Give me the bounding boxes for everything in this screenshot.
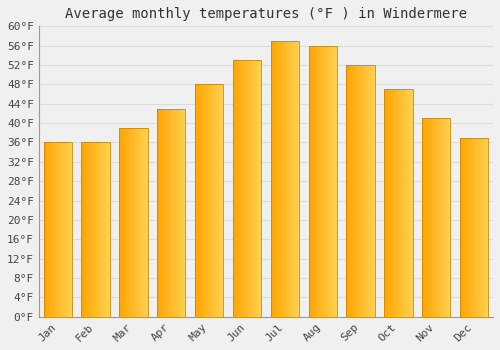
Bar bbox=[384, 89, 412, 317]
Bar bbox=[270, 41, 299, 317]
Title: Average monthly temperatures (°F ) in Windermere: Average monthly temperatures (°F ) in Wi… bbox=[65, 7, 467, 21]
Bar bbox=[460, 138, 488, 317]
Bar bbox=[82, 142, 110, 317]
Bar bbox=[44, 142, 72, 317]
Bar bbox=[119, 128, 148, 317]
Bar bbox=[195, 84, 224, 317]
Bar bbox=[233, 60, 261, 317]
Bar bbox=[308, 46, 337, 317]
Bar bbox=[422, 118, 450, 317]
Bar bbox=[157, 108, 186, 317]
Bar bbox=[346, 65, 375, 317]
